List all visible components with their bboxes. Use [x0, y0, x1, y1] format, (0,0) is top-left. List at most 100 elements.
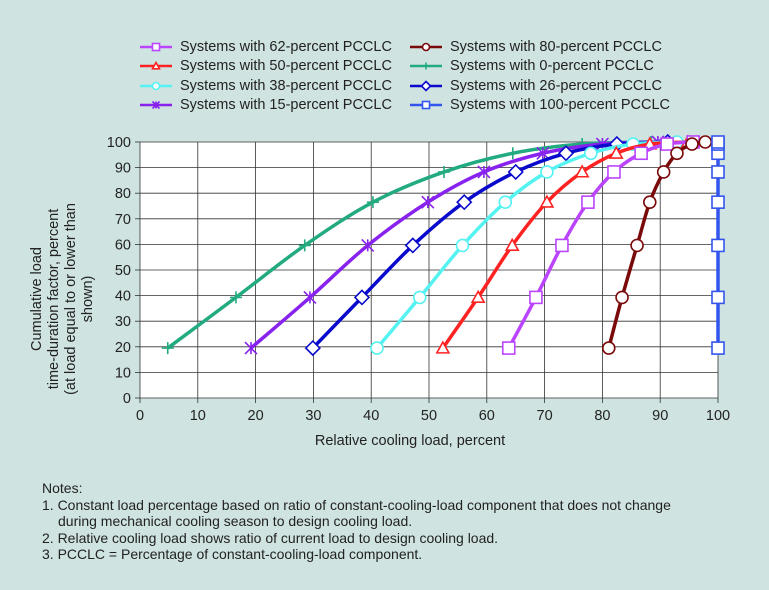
data-point [711, 165, 725, 179]
data-point [421, 195, 435, 209]
legend-swatch-icon [140, 42, 172, 51]
data-point [456, 194, 473, 211]
x-axis-label: Relative cooling load, percent [314, 433, 506, 449]
y-tick-label: 40 [115, 289, 131, 305]
data-point [711, 341, 725, 355]
data-point [711, 195, 725, 209]
data-point [711, 135, 725, 149]
data-point [470, 289, 486, 303]
data-point [304, 339, 321, 357]
data-point [501, 341, 516, 355]
legend-swatch-icon [410, 100, 442, 110]
note-1-continued: during mechanical cooling season to desi… [58, 513, 413, 529]
data-point [607, 165, 621, 179]
note-1: 1. Constant load percentage based on rat… [42, 496, 671, 513]
notes-heading: Notes: [42, 480, 83, 496]
data-point [656, 165, 671, 179]
data-point [539, 194, 555, 208]
legend-label: Systems with 80-percent PCCLC [450, 38, 662, 55]
data-point [507, 163, 524, 181]
data-point [642, 195, 657, 209]
y-tick-label: 10 [115, 365, 131, 381]
x-tick-label: 40 [363, 408, 379, 424]
notes: Notes: 1. Constant load percentage based… [42, 480, 671, 563]
legend-item: Systems with 62-percent PCCLC [140, 37, 392, 56]
legend-item: Systems with 38-percent PCCLC [140, 76, 392, 95]
legend-item: Systems with 26-percent PCCLC [410, 76, 662, 95]
legend-item: Systems with 100-percent PCCLC [410, 96, 670, 115]
data-point [298, 239, 311, 252]
data-point [540, 165, 554, 179]
series-line [166, 140, 652, 350]
data-point [504, 237, 520, 252]
data-point [630, 238, 644, 253]
legend-item: Systems with 80-percent PCCLC [410, 37, 662, 56]
data-point [303, 290, 317, 304]
data-point [435, 340, 451, 354]
note-2: 2. Relative cooling load shows ratio of … [42, 529, 499, 546]
data-point [615, 290, 629, 305]
data-point [477, 165, 491, 179]
data-point [557, 145, 575, 162]
legend-label: Systems with 38-percent PCCLC [180, 77, 392, 94]
data-point [660, 137, 674, 151]
series [370, 135, 684, 355]
data-point [421, 42, 431, 51]
y-tick-label: 60 [115, 237, 131, 253]
data-point [584, 146, 598, 161]
series [501, 135, 700, 355]
x-tick-label: 10 [190, 408, 206, 424]
data-point [581, 195, 595, 209]
data-point [711, 290, 725, 305]
data-point [685, 137, 699, 151]
legend-item: Systems with 50-percent PCCLC [140, 57, 392, 76]
legend-label: Systems with 100-percent PCCLC [450, 97, 670, 113]
legend-label: Systems with 62-percent PCCLC [180, 38, 392, 55]
y-tick-label: 80 [115, 186, 131, 202]
y-axis-label-line: Cumulative load [29, 247, 45, 351]
data-point [455, 238, 470, 253]
x-tick-label: 30 [305, 408, 321, 424]
x-tick-label: 90 [652, 408, 668, 424]
y-tick-label: 100 [107, 135, 131, 151]
data-point [555, 238, 569, 253]
y-axis-label-line: (at load equal to or lower than shown) [63, 203, 96, 395]
legend-item: Systems with 15-percent PCCLC [140, 96, 392, 115]
legend-swatch-icon [410, 79, 442, 92]
data-point [353, 289, 371, 306]
legend-label: Systems with 15-percent PCCLC [180, 97, 392, 113]
data-point [412, 290, 427, 305]
data-point [244, 341, 258, 355]
data-point [574, 164, 590, 178]
data-point [151, 42, 161, 51]
data-point [608, 145, 624, 159]
legend-label: Systems with 26-percent PCCLC [450, 77, 662, 94]
legend-swatch-icon [410, 42, 442, 51]
legend-swatch-icon [140, 100, 172, 110]
y-tick-label: 20 [115, 340, 131, 356]
series [161, 136, 657, 355]
y-axis-label-line: time-duration factor, percent [46, 208, 62, 390]
data-point [404, 237, 421, 254]
data-point [370, 341, 384, 355]
note-3: 3. PCCLC = Percentage of constant-coolin… [42, 546, 423, 562]
legend-swatch-icon [140, 60, 172, 70]
data-point [698, 135, 713, 149]
legend-label: Systems with 50-percent PCCLC [180, 58, 392, 74]
data-point [161, 342, 174, 355]
data-point [438, 165, 451, 178]
y-tick-label: 90 [115, 161, 131, 177]
data-point [151, 60, 161, 70]
series [711, 135, 725, 355]
data-point [229, 291, 242, 304]
data-point [634, 146, 648, 161]
y-tick-label: 30 [115, 314, 131, 330]
data-point [420, 79, 432, 92]
y-tick-label: 0 [123, 391, 131, 407]
data-point [361, 238, 375, 252]
data-point [151, 81, 161, 90]
data-point [711, 238, 725, 253]
y-tick-label: 70 [115, 212, 131, 228]
legend-label: Systems with 0-percent PCCLC [450, 58, 654, 74]
